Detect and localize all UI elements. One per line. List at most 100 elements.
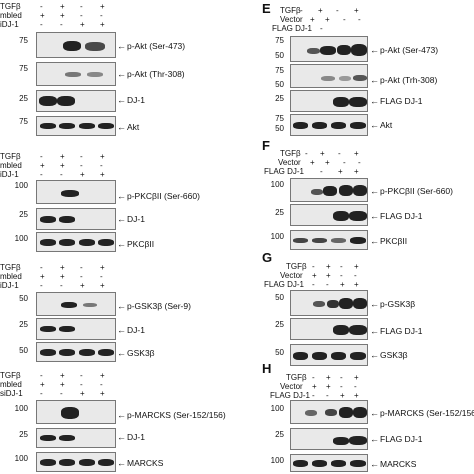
mark: - — [340, 382, 343, 391]
mark: - — [354, 382, 357, 391]
mark: + — [60, 371, 65, 380]
blot-strip — [290, 290, 368, 316]
mark: - — [40, 152, 43, 161]
mw-marker: 50 — [19, 346, 28, 355]
blot-label: p-MARCKS (Ser-152/156) — [380, 408, 474, 418]
mark: + — [60, 161, 65, 170]
mark: + — [80, 170, 85, 179]
mark: + — [100, 20, 105, 29]
mark: - — [40, 281, 43, 290]
mark: - — [100, 11, 103, 20]
mark: - — [338, 149, 341, 158]
mark: - — [80, 380, 83, 389]
mark: + — [80, 389, 85, 398]
row-label-flag: FLAG DJ-1 — [272, 24, 313, 33]
row-label-vector: Vector — [280, 271, 303, 280]
blot-label: p-Akt (Trh-308) — [380, 75, 438, 85]
blot-strip — [290, 230, 368, 250]
mark: - — [312, 373, 315, 382]
blot-label: FLAG DJ-1 — [380, 326, 423, 336]
blot-strip — [36, 318, 116, 340]
blot-label: GSK3β — [127, 348, 155, 358]
row-label-scrambled: mbled — [0, 161, 22, 170]
mark: + — [100, 389, 105, 398]
row-label-tgfb: TGFβ — [0, 371, 21, 380]
mark: + — [40, 161, 45, 170]
mark: + — [100, 152, 105, 161]
blot-label: FLAG DJ-1 — [380, 211, 423, 221]
mw-marker: 50 — [275, 293, 284, 302]
mw-marker: 100 — [270, 180, 284, 189]
blot-label: p-PKCβII (Ser-660) — [380, 186, 453, 196]
blot-label: p-GSK3β (Ser-9) — [127, 301, 191, 311]
mark: + — [320, 149, 325, 158]
panel-letter: E — [262, 1, 271, 16]
blot-label: DJ-1 — [127, 95, 145, 105]
mw-marker: 100 — [270, 232, 284, 241]
mark: - — [80, 263, 83, 272]
row-label-tgfb: TGFβ — [280, 149, 301, 158]
blot-strip — [290, 428, 368, 450]
blot-strip — [36, 62, 116, 86]
mark: - — [100, 272, 103, 281]
mark: + — [354, 373, 359, 382]
row-label-vector: Vector — [280, 382, 303, 391]
mark: - — [340, 373, 343, 382]
row-label-sidj1: iDJ-1 — [0, 20, 19, 29]
mark: - — [305, 149, 308, 158]
mw-marker: 100 — [14, 454, 28, 463]
panel-letter: F — [262, 138, 270, 153]
blot-label: p-MARCKS (Ser-152/156) — [127, 410, 226, 420]
mark: - — [40, 263, 43, 272]
blot-strip — [36, 180, 116, 204]
blot-label: p-Akt (Ser-473) — [127, 41, 186, 51]
mark: - — [354, 271, 357, 280]
blot-strip — [290, 64, 368, 88]
row-label-tgfb: TGFβ — [0, 152, 21, 161]
mark: + — [100, 170, 105, 179]
mark: - — [326, 391, 329, 400]
mark: - — [340, 262, 343, 271]
row-label-flag: FLAG DJ-1 — [270, 391, 311, 400]
mark: - — [358, 158, 361, 167]
mark: - — [343, 158, 346, 167]
mark: + — [60, 272, 65, 281]
mw-marker: 25 — [275, 208, 284, 217]
mark: - — [312, 262, 315, 271]
mark: + — [338, 167, 343, 176]
mark: + — [40, 380, 45, 389]
mark: - — [80, 2, 83, 11]
mark: + — [310, 158, 315, 167]
mw-marker: 100 — [14, 234, 28, 243]
mark: + — [354, 149, 359, 158]
mark: - — [343, 15, 346, 24]
blot-label: GSK3β — [380, 350, 408, 360]
row-label-scrambled: mbled — [0, 11, 22, 20]
blot-label: p-Akt (Ser-473) — [380, 45, 439, 55]
mark: - — [300, 6, 303, 15]
mw-marker: 75 — [19, 64, 28, 73]
mark: + — [100, 2, 105, 11]
mark: + — [312, 271, 317, 280]
row-label-flag: FLAG DJ-1 — [264, 167, 305, 176]
blot-strip — [290, 90, 368, 112]
mw-marker: 25 — [19, 94, 28, 103]
blot-label: p-PKCβII (Ser-660) — [127, 191, 200, 201]
blot-strip — [36, 32, 116, 58]
row-label-sidj1: siDJ-1 — [0, 389, 23, 398]
row-label-vector: Vector — [280, 15, 303, 24]
row-label-tgfb: TGFβ — [280, 6, 301, 15]
blot-strip — [290, 204, 368, 226]
mw-marker: 75 — [19, 36, 28, 45]
mark: + — [80, 20, 85, 29]
blot-strip — [290, 36, 368, 62]
mark: + — [340, 280, 345, 289]
row-label-vector: Vector — [278, 158, 301, 167]
mark: + — [326, 382, 331, 391]
row-label-scrambled: mbled — [0, 380, 22, 389]
mark: - — [60, 281, 63, 290]
blot-strip — [36, 452, 116, 472]
mw-marker: 75 — [275, 114, 284, 123]
mw-marker: 50 — [275, 124, 284, 133]
panel-letter: G — [262, 250, 273, 265]
